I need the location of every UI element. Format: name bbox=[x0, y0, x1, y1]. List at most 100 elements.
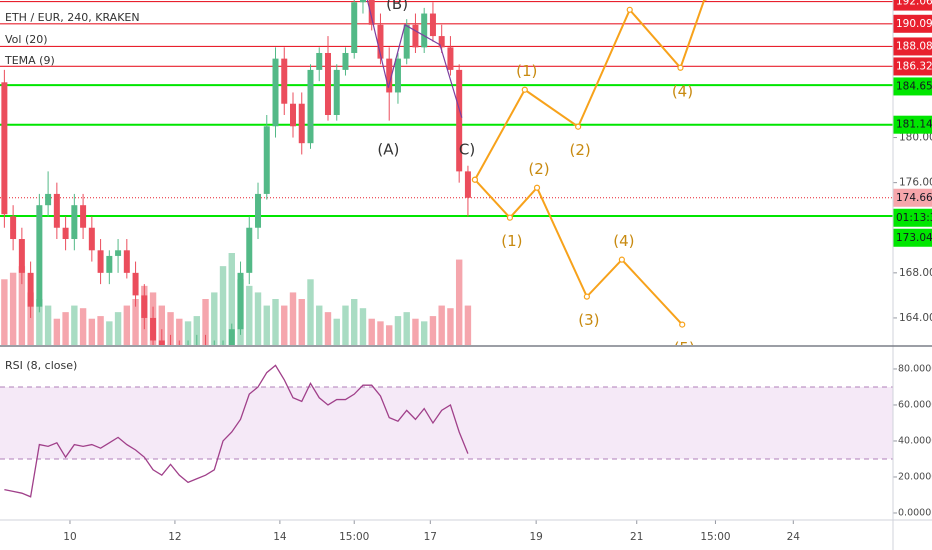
volume-bar bbox=[193, 316, 200, 345]
candle-body bbox=[194, 346, 200, 352]
price-label: 192.06 bbox=[896, 0, 932, 8]
candle-body bbox=[97, 250, 104, 273]
candle-body bbox=[429, 13, 436, 37]
candle-body bbox=[1, 82, 8, 215]
candle-body bbox=[342, 52, 349, 70]
x-tick-label: 10 bbox=[63, 531, 76, 543]
rsi-title: RSI (8, close) bbox=[5, 359, 77, 372]
volume-bar bbox=[447, 308, 454, 345]
x-tick-label: 15:00 bbox=[700, 531, 730, 543]
wave-point bbox=[626, 6, 633, 13]
volume-bar bbox=[123, 305, 131, 345]
rsi-y-tick-label: 20.0000 bbox=[898, 471, 932, 482]
volume-bar bbox=[254, 292, 262, 345]
wave-label: (2) bbox=[528, 160, 549, 178]
volume-bar bbox=[394, 316, 402, 345]
volume-bar bbox=[359, 308, 367, 345]
candle-body bbox=[464, 171, 471, 198]
volume-bar bbox=[132, 299, 139, 345]
volume-bar bbox=[438, 305, 445, 345]
wave-line bbox=[474, 179, 683, 326]
volume-bar bbox=[263, 305, 270, 345]
abc-line bbox=[366, 0, 463, 118]
candle-body bbox=[298, 103, 305, 144]
volume-bar bbox=[53, 318, 61, 345]
volume-bar bbox=[386, 325, 393, 345]
wave-point bbox=[677, 64, 684, 71]
abc-label: (B) bbox=[386, 0, 408, 13]
candle-body bbox=[141, 295, 148, 318]
volume-bar bbox=[176, 318, 183, 345]
rsi-band bbox=[0, 386, 893, 459]
price-panel: (A)(B)C)(1)(2)(3)(4)(1)(2)(3)(4)(5) bbox=[0, 0, 893, 358]
price-label-box bbox=[893, 57, 932, 76]
price-label-box bbox=[893, 37, 932, 56]
candle-body bbox=[394, 58, 401, 93]
candle-body bbox=[80, 205, 87, 228]
volume-bar bbox=[412, 318, 419, 345]
volume-bar bbox=[246, 285, 253, 345]
volume-bar bbox=[71, 305, 78, 345]
y-tick-label: 168.00 bbox=[899, 267, 932, 279]
price-label: 174.66 bbox=[896, 192, 932, 204]
wave-label: (5) bbox=[674, 339, 695, 357]
candle-body bbox=[324, 52, 331, 115]
candle-body bbox=[27, 272, 34, 307]
volume-bar bbox=[88, 318, 96, 345]
y-tick-label: 180.00 bbox=[899, 132, 932, 144]
candle-body bbox=[386, 58, 393, 93]
volume-bar bbox=[167, 312, 174, 345]
candle-body bbox=[246, 227, 253, 273]
volume-bar bbox=[289, 292, 297, 345]
candle-body bbox=[10, 216, 17, 240]
volume-bar bbox=[281, 305, 288, 345]
price-label: 184.65 bbox=[896, 80, 932, 92]
candle-body bbox=[281, 58, 288, 104]
volume-bar bbox=[106, 321, 113, 345]
volume-bar bbox=[62, 312, 69, 345]
volume-bar bbox=[333, 318, 340, 345]
candle-body bbox=[132, 272, 139, 296]
candle-body bbox=[456, 69, 463, 172]
candle-body bbox=[185, 352, 191, 358]
candle-body bbox=[351, 2, 358, 53]
candle-body bbox=[158, 340, 165, 345]
candle-body bbox=[403, 24, 410, 59]
wave-label: (3) bbox=[578, 311, 599, 329]
volume-bar bbox=[79, 308, 87, 345]
wave-point bbox=[521, 86, 528, 93]
candle-body bbox=[290, 103, 297, 127]
candle-body bbox=[115, 250, 122, 256]
candle-body bbox=[333, 69, 340, 115]
wave-point bbox=[618, 256, 625, 263]
volume-bar bbox=[342, 305, 349, 345]
volume-bar bbox=[1, 279, 8, 345]
volume-bar bbox=[18, 266, 26, 345]
candle-body bbox=[150, 317, 157, 341]
candle-body bbox=[228, 329, 235, 345]
price-label-box bbox=[893, 14, 932, 33]
wave-line bbox=[474, 0, 706, 181]
volume-bar bbox=[114, 312, 122, 345]
volume-bar bbox=[368, 318, 375, 345]
volume-bar bbox=[420, 321, 428, 345]
candle-body bbox=[412, 24, 419, 48]
volume-bar bbox=[403, 312, 410, 345]
axes: 164.00 168.00 176.00 180.00 192.06 190.09 188.… bbox=[63, 0, 932, 543]
candle-body bbox=[168, 346, 174, 352]
legend-item: TEMA (9) bbox=[4, 54, 55, 67]
volume-bar bbox=[455, 259, 463, 345]
candle-body bbox=[316, 52, 323, 70]
x-tick-label: 24 bbox=[787, 531, 801, 543]
volume-bar bbox=[36, 299, 43, 345]
wave-label: (1) bbox=[516, 62, 537, 80]
candle-body bbox=[53, 193, 60, 228]
price-label: 190.09 bbox=[896, 18, 932, 30]
x-tick-label: 19 bbox=[529, 531, 542, 543]
price-label-box bbox=[893, 77, 932, 96]
volume-bar bbox=[184, 321, 192, 345]
candle-body bbox=[88, 227, 95, 251]
volume-bar bbox=[324, 312, 332, 345]
rsi-y-tick-label: 80.0000 bbox=[898, 363, 932, 374]
